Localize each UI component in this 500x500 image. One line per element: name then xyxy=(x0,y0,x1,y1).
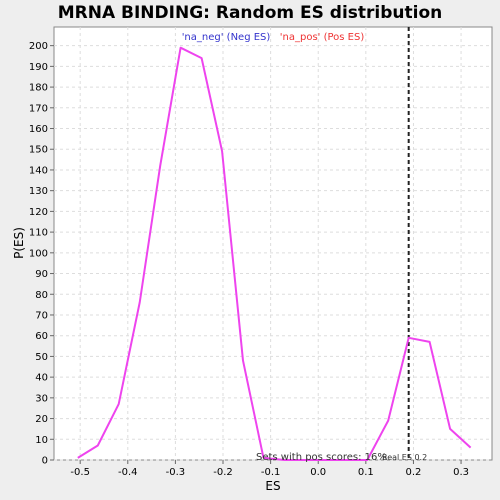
y-tick-label: 70 xyxy=(35,310,48,321)
y-tick-label: 190 xyxy=(29,62,48,73)
y-tick-label: 180 xyxy=(29,83,48,94)
x-tick-label: 0.0 xyxy=(310,467,326,478)
plot-area xyxy=(53,26,493,461)
y-tick-label: 90 xyxy=(35,269,48,280)
y-tick-label: 150 xyxy=(29,145,48,156)
y-tick-label: 170 xyxy=(29,103,48,114)
grid-lines xyxy=(54,27,492,461)
y-tick-label: 50 xyxy=(35,352,48,363)
series-lines xyxy=(77,46,472,461)
legend-entry-pos: 'na_pos' (Pos ES) xyxy=(280,32,365,43)
x-axis-label: ES xyxy=(265,479,280,493)
series-line-pos xyxy=(263,336,472,461)
y-tick-label: 40 xyxy=(35,373,48,384)
y-tick-label: 120 xyxy=(29,207,48,218)
y-tick-label: 60 xyxy=(35,331,48,342)
y-tick-label: 140 xyxy=(29,165,48,176)
x-tick-label: -0.2 xyxy=(213,467,233,478)
real-es-annotation: Real ES 0.2 xyxy=(382,453,427,462)
legend-entry-neg: 'na_neg' (Neg ES) xyxy=(182,32,271,43)
y-tick-label: 0 xyxy=(42,456,48,467)
x-tick-label: 0.1 xyxy=(358,467,374,478)
x-tick-label: -0.4 xyxy=(118,467,138,478)
x-tick-label: 0.2 xyxy=(405,467,421,478)
x-tick-label: -0.5 xyxy=(70,467,90,478)
x-tick-label: -0.3 xyxy=(166,467,186,478)
y-tick-label: 20 xyxy=(35,414,48,425)
y-tick-label: 200 xyxy=(29,41,48,52)
y-axis: 0 10 20 30 40 50 60 70 80 90 100 110 120 130 140 150 160… xyxy=(29,41,54,467)
pos-scores-annotation: Sets with pos scores: 16% xyxy=(256,452,387,463)
y-tick-label: 110 xyxy=(29,228,48,239)
y-tick-label: 10 xyxy=(35,435,48,446)
y-tick-label: 30 xyxy=(35,393,48,404)
chart-title: MRNA BINDING: Random ES distribution xyxy=(58,3,443,23)
y-tick-label: 100 xyxy=(29,248,48,259)
y-tick-label: 80 xyxy=(35,290,48,301)
x-tick-label: 0.3 xyxy=(453,467,469,478)
series-line-neg xyxy=(77,46,265,459)
y-tick-label: 130 xyxy=(29,186,48,197)
y-tick-label: 160 xyxy=(29,124,48,135)
x-axis: -0.5 -0.4 -0.3 -0.2 -0.1 0.0 0.1 0.2 0.3 xyxy=(70,460,469,478)
legend: 'na_neg' (Neg ES) 'na_pos' (Pos ES) xyxy=(182,32,365,43)
x-tick-label: -0.1 xyxy=(261,467,281,478)
y-axis-label: P(ES) xyxy=(12,227,26,259)
